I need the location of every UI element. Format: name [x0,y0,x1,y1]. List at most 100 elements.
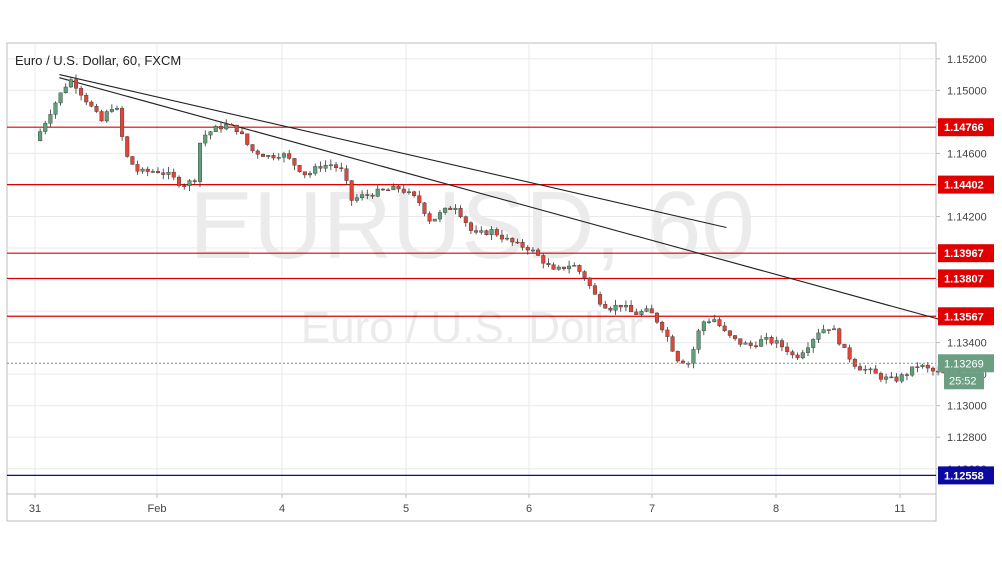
candle-body [858,366,863,371]
candle-body [229,123,234,126]
candle-body [187,180,192,187]
candle-body [582,271,587,279]
time-tick-label: 6 [526,503,532,515]
candle-body [276,157,281,159]
level-badge [938,466,994,485]
candle-body [406,191,411,193]
candle-body [499,234,504,240]
candle-body [541,255,546,264]
candle-body [302,171,307,176]
candle-body [629,305,634,313]
candle-body [245,133,250,145]
candle-body [271,155,276,159]
candle-body [176,176,181,186]
candle-body [281,153,286,158]
candle-body [884,376,889,380]
level-badge-label: 1.12558 [944,470,984,482]
candle-body [166,171,171,175]
candle-body [904,374,909,376]
candle-body [505,237,510,240]
candle-body [370,194,375,197]
candle-body [150,171,155,173]
candle-body [759,339,764,347]
candle-body [618,304,623,308]
candle-body [218,126,223,130]
candle-body [556,266,561,270]
candle-body [915,366,920,368]
candle-body [764,337,769,340]
candle-body [104,111,109,122]
candle-body [427,213,432,222]
time-tick-label: 7 [649,503,655,515]
candle-body [665,329,670,337]
candle-body [349,180,354,201]
time-tick-label: 4 [279,503,285,515]
candle-body [707,321,712,323]
price-tick-label: 1.15200 [947,54,987,66]
price-tick-label: 1.12800 [947,432,987,444]
level-badges: 1.14766 1.14402 1.13967 1.13807 1.13567 1.125… [938,118,994,485]
level-badge [938,307,994,326]
candle-body [779,340,784,348]
candle-body [380,188,385,191]
candle-body [712,319,717,322]
level-badge-label: 1.13967 [944,248,984,260]
candle-body [717,319,722,327]
candle-body [925,364,930,369]
price-tick-label: 1.13400 [947,338,987,350]
current-price-label: 1.13269 [944,358,984,370]
candle-body [401,188,406,193]
candle-body [790,351,795,356]
candle-body [769,337,774,344]
trendline [59,77,950,323]
candle-body [386,189,391,192]
candle-body [722,325,727,331]
level-badge-label: 1.13567 [944,311,984,323]
candle-body [308,173,313,176]
candle-body [639,311,644,315]
candle-body [94,106,99,112]
level-badge [938,175,994,194]
candle-body [239,131,244,134]
candle-body [520,241,525,248]
candle-body [313,166,318,174]
candle-body [203,134,208,144]
candle-body [130,156,135,165]
candle-body [743,342,748,345]
candle-body [603,304,608,309]
horizontal-levels [7,126,936,476]
candle-body [546,263,551,265]
candle-body [197,142,202,182]
candle-body [453,207,458,210]
candle-body [99,111,104,122]
candle-body [847,347,852,360]
level-badge [938,244,994,263]
candle-body [360,194,365,198]
candle-body [375,188,380,197]
candle-body [171,171,176,178]
candle-body [318,166,323,169]
candle-body [899,374,904,382]
candle-body [894,376,899,382]
candle-body [561,266,566,270]
trendline [59,74,727,229]
candle-body [536,249,541,256]
candle-body [145,168,150,172]
candle-body [192,180,197,182]
candle-body [863,368,868,371]
candle-body [727,330,732,336]
candle-body [344,168,349,181]
plot-area[interactable] [6,42,937,522]
candle-body [842,343,847,348]
chart-title: Euro / U.S. Dollar, 60, FXCM [15,53,181,68]
candle-body [774,340,779,344]
candle-body [551,264,556,270]
watermark-name: Euro / U.S. Dollar [301,303,643,352]
candle-body [38,131,43,141]
candle-body [654,312,659,323]
candle-body [412,191,417,196]
candle-body [608,308,613,311]
candle-body [479,230,484,233]
